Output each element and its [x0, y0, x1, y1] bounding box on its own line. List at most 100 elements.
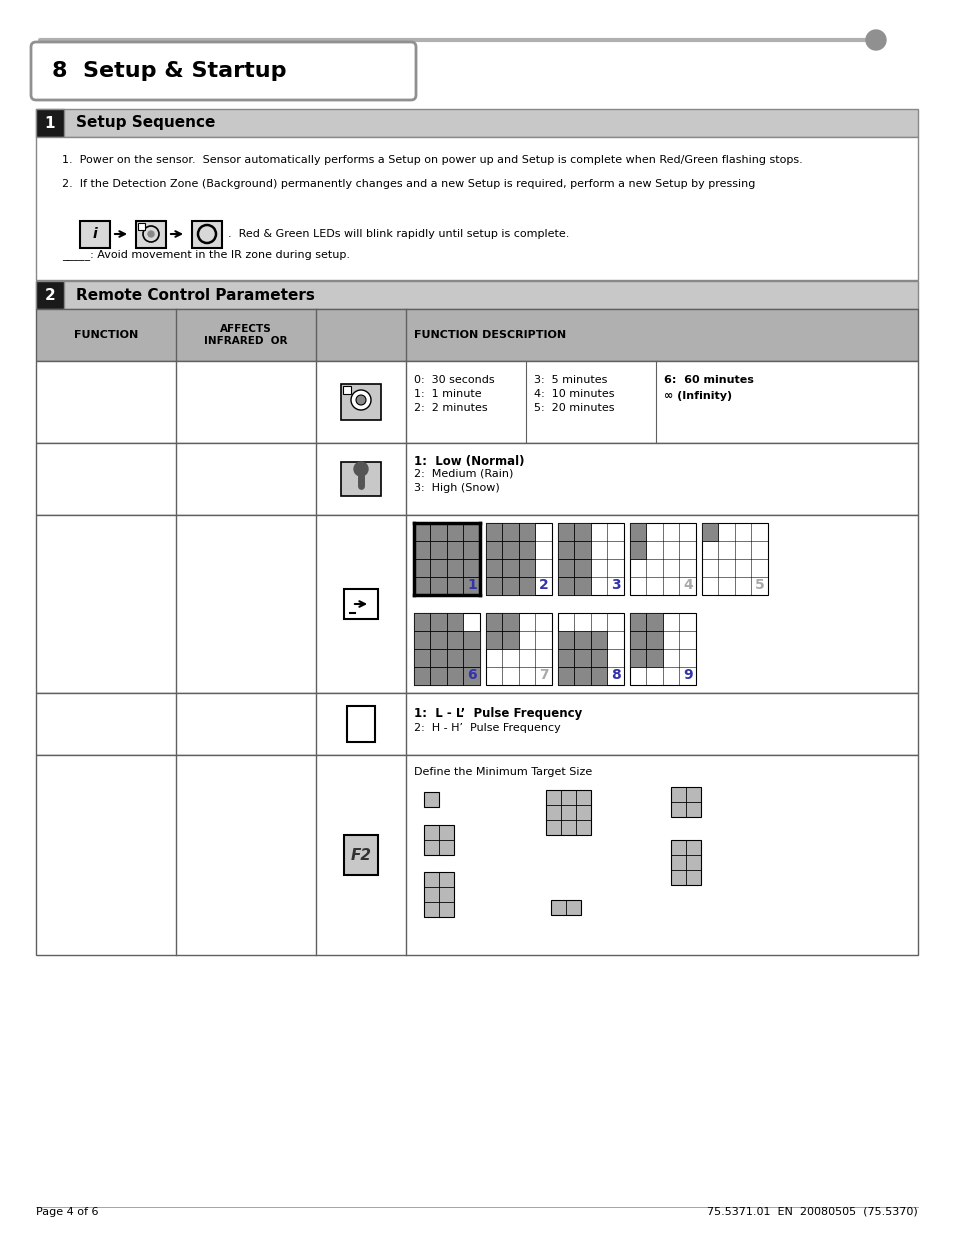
Bar	[629, 541, 646, 559]
Text: Remote Control Parameters: Remote Control Parameters	[76, 288, 314, 303]
Text: i: i	[92, 227, 97, 241]
Bar	[551, 900, 580, 915]
Text: _____: Avoid movement in the IR zone during setup.: _____: Avoid movement in the IR zone dur…	[62, 249, 350, 261]
Bar	[430, 631, 447, 650]
Bar	[463, 667, 479, 685]
Bar	[430, 650, 447, 667]
Bar	[447, 577, 463, 595]
Bar	[423, 792, 438, 806]
Text: 75.5371.01  EN  20080505  (75.5370): 75.5371.01 EN 20080505 (75.5370)	[706, 1207, 917, 1216]
Bar	[502, 631, 518, 650]
Bar	[463, 577, 479, 595]
Text: 1: 1	[45, 116, 55, 131]
Text: 1:  Low (Normal): 1: Low (Normal)	[414, 454, 524, 468]
Bar	[36, 361, 917, 443]
Circle shape	[354, 462, 368, 475]
Bar	[414, 522, 430, 541]
Bar	[414, 613, 479, 685]
Bar	[430, 541, 447, 559]
Bar	[423, 872, 454, 918]
Bar	[558, 522, 574, 541]
Bar	[574, 541, 590, 559]
Bar	[646, 650, 662, 667]
Bar	[36, 755, 917, 955]
Bar	[590, 650, 607, 667]
Bar	[36, 693, 917, 755]
Circle shape	[865, 30, 885, 49]
Bar	[574, 522, 590, 541]
Bar	[701, 522, 767, 595]
Bar	[463, 522, 479, 541]
Bar	[36, 109, 917, 137]
Text: 4: 4	[682, 578, 692, 592]
Text: ∞ (Infinity): ∞ (Infinity)	[663, 391, 731, 401]
Text: 0:  30 seconds: 0: 30 seconds	[414, 375, 494, 385]
Text: 3:  5 minutes: 3: 5 minutes	[534, 375, 607, 385]
Bar	[414, 522, 479, 595]
Text: FUNCTION: FUNCTION	[73, 330, 138, 340]
Bar	[414, 613, 430, 631]
Bar	[518, 577, 535, 595]
Bar	[502, 577, 518, 595]
Bar	[463, 650, 479, 667]
Bar	[80, 221, 110, 247]
Bar	[344, 589, 377, 619]
Circle shape	[351, 390, 371, 410]
Text: .  Red & Green LEDs will blink rapidly until setup is complete.: . Red & Green LEDs will blink rapidly un…	[228, 228, 569, 240]
Bar	[36, 282, 64, 309]
Bar	[574, 577, 590, 595]
Bar	[447, 667, 463, 685]
Text: F2: F2	[350, 847, 371, 862]
Bar	[558, 541, 574, 559]
FancyBboxPatch shape	[30, 42, 416, 100]
Text: 9: 9	[682, 668, 692, 682]
Text: Setup Sequence: Setup Sequence	[76, 116, 215, 131]
Bar	[36, 443, 917, 515]
Bar	[574, 631, 590, 650]
Bar	[447, 541, 463, 559]
Text: 3:  High (Snow): 3: High (Snow)	[414, 483, 499, 493]
Bar	[344, 835, 377, 876]
Text: 2:  Medium (Rain): 2: Medium (Rain)	[414, 469, 513, 479]
Bar	[343, 387, 351, 394]
Bar	[590, 631, 607, 650]
Bar	[36, 309, 917, 361]
Text: 2:  2 minutes: 2: 2 minutes	[414, 403, 487, 412]
Bar	[36, 282, 917, 309]
Bar	[558, 650, 574, 667]
Bar	[447, 522, 463, 541]
Bar	[485, 613, 552, 685]
Bar	[36, 515, 917, 693]
Text: 1: 1	[467, 578, 476, 592]
Text: 3: 3	[611, 578, 620, 592]
Text: Page 4 of 6: Page 4 of 6	[36, 1207, 98, 1216]
Bar	[485, 631, 502, 650]
Text: 2.  If the Detection Zone (Background) permanently changes and a new Setup is re: 2. If the Detection Zone (Background) pe…	[62, 179, 755, 189]
Bar	[574, 559, 590, 577]
Bar	[447, 650, 463, 667]
Bar	[485, 522, 552, 595]
Bar	[590, 667, 607, 685]
Bar	[423, 825, 454, 855]
Bar	[414, 631, 430, 650]
Bar	[502, 559, 518, 577]
Bar	[558, 631, 574, 650]
Bar	[430, 613, 447, 631]
Bar	[430, 577, 447, 595]
Bar	[485, 613, 502, 631]
Bar	[574, 667, 590, 685]
Bar	[629, 613, 696, 685]
Text: 5:  20 minutes: 5: 20 minutes	[534, 403, 614, 412]
Bar	[545, 790, 590, 835]
Text: 8  Setup & Startup: 8 Setup & Startup	[52, 61, 286, 82]
Bar	[502, 522, 518, 541]
Bar	[36, 137, 917, 280]
Text: 1:  L - L’  Pulse Frequency: 1: L - L’ Pulse Frequency	[414, 706, 581, 720]
Text: 2:  H - H’  Pulse Frequency: 2: H - H’ Pulse Frequency	[414, 722, 560, 734]
Bar	[463, 541, 479, 559]
Bar	[574, 650, 590, 667]
Bar	[485, 541, 502, 559]
Bar	[36, 109, 64, 137]
Text: 5: 5	[755, 578, 764, 592]
Text: Define the Minimum Target Size: Define the Minimum Target Size	[414, 767, 592, 777]
